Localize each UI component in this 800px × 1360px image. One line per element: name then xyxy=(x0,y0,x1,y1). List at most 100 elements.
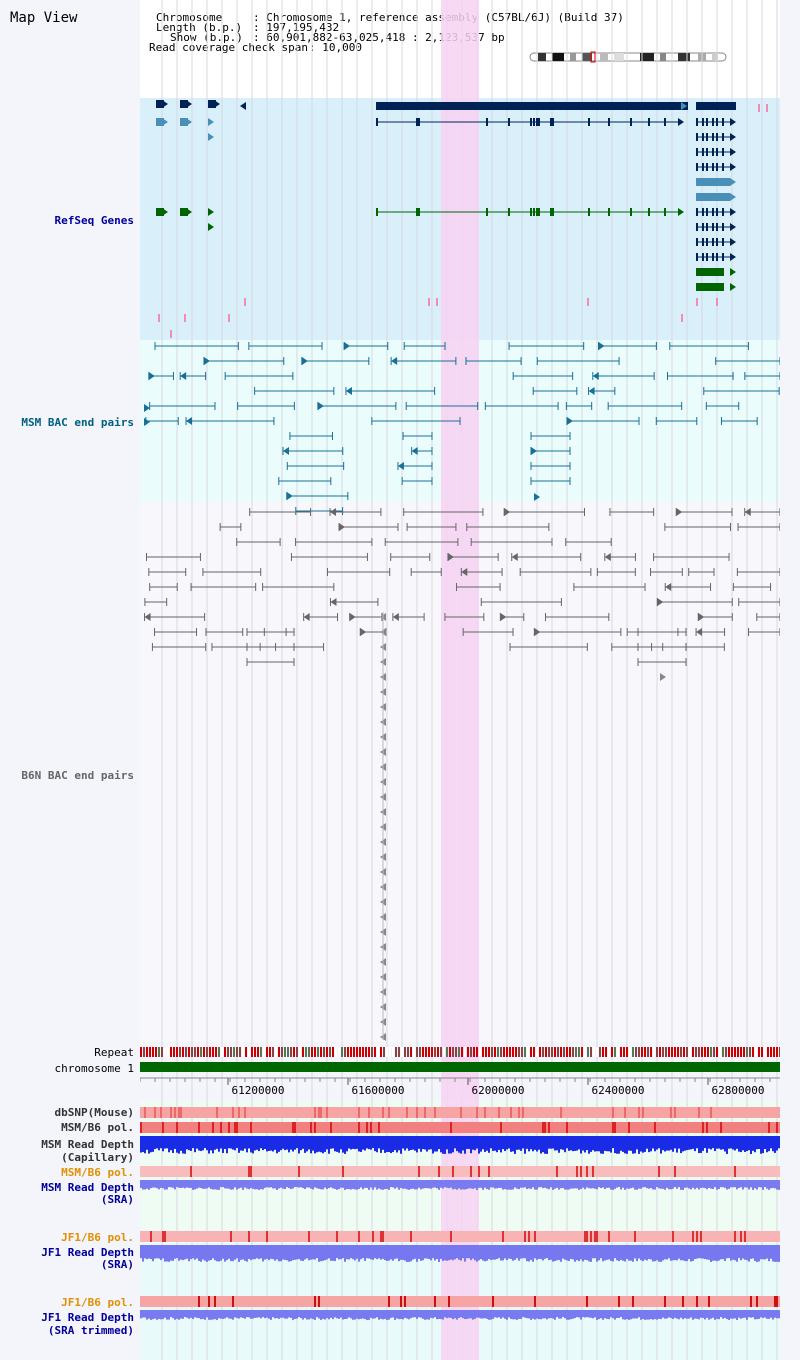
dbsnp-strip xyxy=(228,1107,230,1118)
dbsnp-strip xyxy=(708,1107,710,1118)
chromosome-ideogram[interactable] xyxy=(528,51,728,65)
msm-pol-strip xyxy=(654,1122,656,1133)
msm-pol-strip xyxy=(684,1122,686,1133)
msm-pol-strip xyxy=(422,1122,424,1133)
msm-depth-sra-bar xyxy=(518,1180,520,1190)
jf1-pol-strip xyxy=(298,1231,300,1242)
track-label-msm-b6-pol-2[interactable]: MSM/B6 pol. xyxy=(61,1166,134,1179)
msm-depth-cap-bar xyxy=(218,1136,220,1152)
jf1-pol-strip xyxy=(170,1231,172,1242)
track-label-dbsnp[interactable]: dbSNP(Mouse) xyxy=(54,1106,134,1119)
jf1-depth-sra-bar xyxy=(186,1245,188,1259)
track-label-msm-depth-sra[interactable]: MSM Read Depth xyxy=(41,1181,134,1194)
track-label-msm-b6-pol-1[interactable]: MSM/B6 pol. xyxy=(61,1121,134,1134)
msm-depth-cap-bar xyxy=(420,1136,422,1152)
jf1-pol-strip xyxy=(690,1231,692,1242)
msm-depth-sra-bar xyxy=(156,1180,158,1189)
msm-depth-sra-bar xyxy=(284,1180,286,1190)
dbsnp-strip xyxy=(760,1107,762,1118)
repeat-mark xyxy=(296,1047,298,1057)
jf1-depth-sra-bar xyxy=(348,1245,350,1260)
jf1-depth-trim-bar xyxy=(454,1310,456,1319)
dbsnp-strip xyxy=(688,1107,690,1118)
msm-pol2-strip xyxy=(536,1166,538,1177)
jf1-depth-trim-bar xyxy=(526,1310,528,1319)
ruler-tick-label: 61600000 xyxy=(352,1084,405,1097)
jf1-depth-sra-bar xyxy=(322,1245,324,1261)
jf1-depth-sra-bar xyxy=(594,1245,596,1259)
dbsnp-strip xyxy=(546,1107,548,1118)
jf1-pol2-strip xyxy=(352,1296,354,1307)
dbsnp-strip xyxy=(436,1107,438,1118)
msm-depth-cap-bar xyxy=(476,1136,478,1149)
repeat-mark xyxy=(425,1047,427,1057)
msm-depth-sra-bar xyxy=(344,1180,346,1190)
jf1-pol2-strip xyxy=(706,1296,708,1307)
track-label-msm-depth-cap[interactable]: MSM Read Depth xyxy=(41,1138,134,1151)
gene-exon xyxy=(630,118,632,126)
msm-depth-sra-bar xyxy=(638,1180,640,1189)
msm-depth-sra-bar xyxy=(374,1180,376,1188)
msm-depth-sra-bar xyxy=(186,1180,188,1188)
msm-pol2-strip xyxy=(322,1166,324,1177)
track-label-msm-bac[interactable]: MSM BAC end pairs xyxy=(21,416,134,429)
repeat-mark xyxy=(593,1047,595,1057)
msm-pol-strip xyxy=(396,1122,398,1133)
msm-pol-strip xyxy=(732,1122,734,1133)
dbsnp-strip xyxy=(778,1107,780,1118)
track-label-jf1-b6-pol-2[interactable]: JF1/B6 pol. xyxy=(61,1296,134,1309)
repeat-mark xyxy=(146,1047,148,1057)
jf1-depth-sra-bar xyxy=(456,1245,458,1259)
jf1-depth-sra-bar xyxy=(272,1245,274,1260)
jf1-pol2-strip xyxy=(610,1296,612,1307)
jf1-depth-trim-bar xyxy=(626,1310,628,1320)
repeat-mark xyxy=(563,1047,565,1057)
msm-pol-strip xyxy=(726,1122,728,1133)
gene-exon xyxy=(538,118,540,126)
msm-depth-sra-bar xyxy=(180,1180,182,1188)
repeat-mark xyxy=(377,1047,379,1057)
jf1-depth-sra-bar xyxy=(268,1245,270,1261)
jf1-depth-trim-bar xyxy=(278,1310,280,1319)
jf1-pol2-strip xyxy=(670,1296,672,1307)
jf1-pol-strip xyxy=(186,1231,188,1242)
track-label-b6n-bac[interactable]: B6N BAC end pairs xyxy=(21,769,134,782)
jf1-pol-strip xyxy=(374,1231,376,1242)
msm-pol2-strip xyxy=(180,1166,182,1177)
track-label-jf1-depth-trim[interactable]: JF1 Read Depth xyxy=(41,1311,134,1324)
jf1-pol2-strip xyxy=(484,1296,486,1307)
msm-pol2-strip xyxy=(744,1166,746,1177)
strand-arrow xyxy=(730,208,736,216)
msm-depth-sra-bar xyxy=(494,1180,496,1189)
jf1-depth-trim-bar xyxy=(748,1310,750,1318)
jf1-pol2-strip xyxy=(652,1296,654,1307)
jf1-depth-sra-bar xyxy=(432,1245,434,1259)
jf1-depth-trim-bar xyxy=(372,1310,374,1319)
track-label-jf1-b6-pol-1[interactable]: JF1/B6 pol. xyxy=(61,1231,134,1244)
jf1-pol-strip xyxy=(210,1231,212,1242)
msm-depth-cap-bar xyxy=(412,1136,414,1150)
jf1-pol2-strip xyxy=(464,1296,466,1307)
msm-pol-strip xyxy=(486,1122,488,1133)
dbsnp-strip xyxy=(160,1107,162,1118)
dbsnp-strip xyxy=(334,1107,336,1118)
msm-pol-strip xyxy=(392,1122,394,1133)
dbsnp-strip xyxy=(432,1107,434,1118)
dbsnp-strip xyxy=(386,1107,388,1118)
track-label-jf1-depth-sra[interactable]: JF1 Read Depth xyxy=(41,1246,134,1259)
repeat-mark xyxy=(308,1047,310,1057)
jf1-depth-trim-bar xyxy=(478,1310,480,1318)
chromosome-label: Chromosome xyxy=(156,11,223,24)
dbsnp-strip xyxy=(244,1107,246,1118)
msm-pol-strip xyxy=(216,1122,218,1133)
jf1-pol-strip xyxy=(292,1231,294,1242)
dbsnp-strip xyxy=(584,1107,586,1118)
msm-depth-cap-bar xyxy=(368,1136,370,1150)
jf1-depth-trim-bar xyxy=(728,1310,730,1320)
msm-depth-cap-bar xyxy=(688,1136,690,1150)
track-label-refseq[interactable]: RefSeq Genes xyxy=(54,214,134,227)
msm-pol-strip xyxy=(734,1122,736,1133)
msm-pol-strip xyxy=(490,1122,492,1133)
jf1-depth-sra-bar xyxy=(378,1245,380,1259)
genome-tracks-canvas[interactable]: 61200000 61600000 62000000 62400000 62800000 xyxy=(140,0,780,1360)
